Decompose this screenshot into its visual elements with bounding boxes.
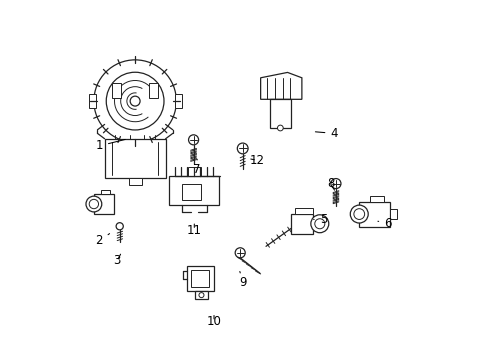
Text: 2: 2 bbox=[95, 234, 109, 247]
Circle shape bbox=[94, 60, 176, 142]
Circle shape bbox=[277, 125, 283, 131]
Circle shape bbox=[89, 199, 99, 209]
Bar bbox=[88, 94, 96, 108]
Text: 11: 11 bbox=[186, 224, 202, 237]
Bar bbox=[195, 291, 207, 299]
Circle shape bbox=[237, 143, 247, 154]
Circle shape bbox=[188, 135, 198, 145]
Text: 10: 10 bbox=[206, 315, 221, 328]
Bar bbox=[359, 202, 389, 226]
Text: 7: 7 bbox=[193, 159, 201, 176]
Bar bbox=[269, 99, 290, 128]
Text: 3: 3 bbox=[113, 254, 121, 267]
Bar bbox=[169, 176, 219, 205]
Text: 9: 9 bbox=[239, 271, 246, 289]
Bar bbox=[187, 167, 201, 176]
Bar bbox=[191, 270, 209, 287]
Text: 6: 6 bbox=[377, 216, 391, 230]
Circle shape bbox=[330, 179, 340, 189]
Bar bbox=[104, 139, 165, 178]
Text: 8: 8 bbox=[326, 177, 334, 190]
Circle shape bbox=[199, 293, 203, 298]
Text: 4: 4 bbox=[315, 127, 337, 140]
Bar bbox=[94, 194, 113, 214]
Circle shape bbox=[116, 223, 123, 230]
Circle shape bbox=[353, 209, 364, 220]
Circle shape bbox=[86, 196, 102, 212]
Circle shape bbox=[310, 215, 328, 233]
Bar bbox=[128, 178, 142, 185]
Circle shape bbox=[314, 219, 324, 229]
Bar bbox=[187, 266, 214, 291]
Circle shape bbox=[349, 205, 367, 223]
Text: 1: 1 bbox=[95, 139, 125, 152]
Bar bbox=[290, 214, 312, 234]
Text: 5: 5 bbox=[313, 213, 326, 226]
Text: 12: 12 bbox=[249, 154, 264, 167]
Circle shape bbox=[106, 72, 163, 130]
Circle shape bbox=[130, 96, 140, 106]
Circle shape bbox=[235, 248, 244, 258]
Bar bbox=[389, 209, 396, 220]
Bar bbox=[101, 190, 110, 194]
Bar bbox=[174, 94, 182, 108]
Bar bbox=[369, 196, 384, 202]
Bar bbox=[112, 83, 121, 98]
Bar bbox=[182, 184, 201, 200]
Bar bbox=[149, 83, 158, 98]
Bar bbox=[294, 208, 312, 214]
